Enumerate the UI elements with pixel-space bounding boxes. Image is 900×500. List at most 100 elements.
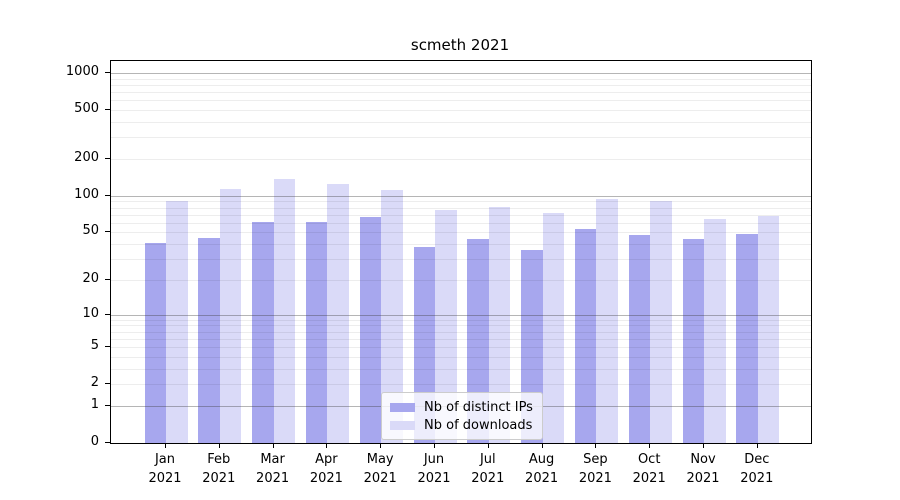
y-axis-tick-label: 200 bbox=[74, 150, 99, 165]
x-axis-tick-label: Nov 2021 bbox=[686, 452, 720, 486]
y-axis-tick bbox=[105, 383, 110, 385]
x-axis-tick-label: May 2021 bbox=[363, 452, 397, 486]
gridline-minor bbox=[111, 338, 811, 340]
bar-distinct-ips bbox=[628, 234, 651, 443]
x-axis-tick-label: Sep 2021 bbox=[578, 452, 612, 486]
gridline-minor bbox=[111, 110, 811, 112]
y-axis-tick bbox=[105, 313, 110, 315]
gridline-minor bbox=[111, 222, 811, 224]
y-axis-tick bbox=[105, 194, 110, 196]
y-axis-tick-label: 10 bbox=[82, 305, 99, 321]
legend: Nb of distinct IPs Nb of downloads bbox=[381, 392, 543, 440]
x-axis-tick-label: Jun 2021 bbox=[417, 452, 451, 486]
y-axis-tick bbox=[105, 72, 110, 73]
gridline-minor bbox=[111, 78, 811, 80]
x-axis-tick-label: Apr 2021 bbox=[309, 452, 343, 486]
gridline-minor bbox=[111, 384, 811, 386]
bar-downloads bbox=[435, 209, 457, 443]
bar-distinct-ips bbox=[736, 233, 758, 443]
bar-downloads bbox=[650, 200, 672, 443]
x-axis-tick bbox=[703, 443, 704, 448]
gridline-minor bbox=[111, 159, 811, 160]
x-axis-tick bbox=[595, 443, 597, 448]
gridline-minor bbox=[111, 137, 811, 139]
x-axis-tick bbox=[272, 443, 274, 448]
y-axis-tick-label: 1000 bbox=[65, 64, 99, 79]
y-axis-tick bbox=[105, 279, 110, 280]
y-axis-tick-label: 500 bbox=[74, 101, 99, 117]
y-axis-tick bbox=[105, 158, 110, 159]
bar-distinct-ips bbox=[144, 242, 166, 443]
legend-label-distinct-ips: Nb of distinct IPs bbox=[424, 399, 533, 415]
x-axis-tick bbox=[434, 443, 435, 448]
bar-downloads bbox=[381, 189, 403, 443]
gridline-major bbox=[111, 73, 811, 74]
gridline-minor bbox=[111, 319, 811, 321]
legend-label-downloads: Nb of downloads bbox=[424, 417, 533, 433]
x-axis-tick-label: Oct 2021 bbox=[632, 452, 666, 486]
gridline-minor bbox=[111, 207, 811, 209]
x-axis-tick bbox=[165, 443, 166, 448]
gridline-major bbox=[111, 314, 811, 316]
y-axis-tick-label: 100 bbox=[74, 186, 99, 202]
bar-downloads bbox=[166, 201, 188, 443]
bar-distinct-ips bbox=[252, 222, 274, 443]
bar-downloads bbox=[757, 216, 780, 443]
legend-swatch-distinct-ips bbox=[390, 402, 415, 412]
bar-downloads bbox=[704, 218, 726, 443]
bar-distinct-ips bbox=[574, 229, 597, 443]
y-axis-tick-label: 1 bbox=[90, 396, 99, 412]
y-axis-tick-label: 20 bbox=[82, 271, 99, 286]
gridline-minor bbox=[111, 201, 811, 203]
legend-row-downloads: Nb of downloads bbox=[390, 416, 534, 434]
y-axis-tick bbox=[105, 346, 110, 347]
y-axis-tick-label: 2 bbox=[90, 375, 99, 391]
bar-downloads bbox=[542, 213, 565, 443]
plot-area: Nb of distinct IPs Nb of downloads bbox=[110, 60, 812, 444]
bar-distinct-ips bbox=[198, 238, 220, 443]
bar-downloads bbox=[596, 198, 618, 443]
bar-distinct-ips bbox=[359, 217, 382, 443]
x-axis-tick bbox=[326, 443, 328, 448]
x-axis-tick bbox=[487, 443, 489, 448]
legend-row-distinct-ips: Nb of distinct IPs bbox=[390, 398, 534, 416]
y-axis-tick bbox=[105, 109, 110, 111]
gridline-minor bbox=[111, 100, 811, 102]
chart-title: scmeth 2021 bbox=[410, 36, 510, 54]
gridline-minor bbox=[111, 122, 811, 123]
bar-downloads bbox=[327, 184, 349, 443]
bar-distinct-ips bbox=[305, 222, 328, 443]
gridline-minor bbox=[111, 92, 811, 94]
gridline-minor bbox=[111, 85, 811, 86]
x-axis-tick bbox=[541, 443, 543, 448]
gridline-minor bbox=[111, 368, 811, 370]
y-axis-tick bbox=[105, 231, 110, 233]
x-axis-tick-label: Jan 2021 bbox=[148, 452, 182, 486]
x-axis-tick-label: Feb 2021 bbox=[202, 452, 236, 486]
gridline-minor bbox=[111, 259, 811, 261]
x-axis-tick bbox=[649, 443, 651, 448]
x-axis-tick-label: Aug 2021 bbox=[525, 452, 559, 486]
gridline-minor bbox=[111, 280, 811, 281]
legend-swatch-downloads bbox=[390, 420, 415, 430]
bar-distinct-ips bbox=[682, 239, 704, 443]
x-axis-tick bbox=[380, 443, 382, 448]
x-axis-tick-label: Dec 2021 bbox=[740, 452, 774, 486]
y-axis-tick bbox=[105, 404, 110, 406]
y-axis-tick-label: 50 bbox=[82, 223, 99, 239]
gridline-minor bbox=[111, 232, 811, 234]
y-axis-tick-label: 0 bbox=[90, 434, 99, 449]
gridline-minor bbox=[111, 325, 811, 327]
gridline-minor bbox=[111, 214, 811, 216]
x-axis-tick-label: Mar 2021 bbox=[256, 452, 290, 486]
x-axis-tick bbox=[218, 443, 220, 448]
gridline-minor bbox=[111, 244, 811, 246]
y-axis-tick bbox=[105, 442, 110, 443]
gridline-minor bbox=[111, 356, 811, 358]
bar-downloads bbox=[219, 189, 242, 443]
bar-downloads bbox=[273, 178, 296, 443]
x-axis-tick bbox=[756, 443, 758, 448]
gridline-minor bbox=[111, 331, 811, 333]
bar-downloads bbox=[488, 207, 511, 443]
